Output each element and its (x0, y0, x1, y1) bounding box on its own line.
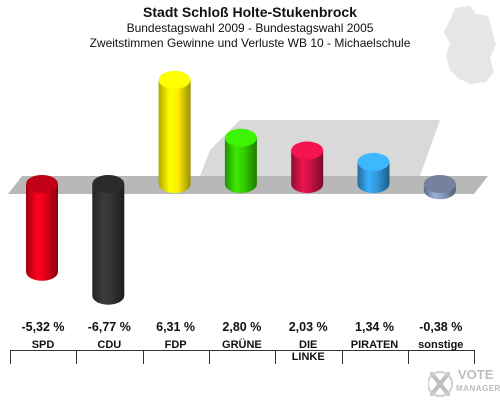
axis-tick (208, 350, 210, 364)
category-label: GRÜNE (209, 339, 275, 351)
value-label: -0,38 % (419, 320, 463, 334)
category-label: sonstige (408, 339, 474, 351)
category-label: FDP (143, 339, 209, 351)
axis-tick (10, 350, 11, 364)
axis-tick (76, 350, 78, 364)
axis-tick (474, 350, 476, 364)
value-label: -5,32 % (21, 320, 65, 334)
category-label: PIRATEN (342, 339, 408, 351)
category-label-line: GRÜNE (222, 339, 262, 351)
category-axis-line (10, 350, 474, 351)
category-label: CDU (76, 339, 142, 351)
chart-subtitle: Bundestagswahl 2009 - Bundestagswahl 200… (126, 21, 374, 35)
category-label-line: SPD (31, 339, 55, 351)
value-label: 2,03 % (288, 320, 328, 334)
chart-subtitle-2: Zweitstimmen Gewinne und Verluste WB 10 … (89, 36, 411, 50)
axis-tick (275, 350, 277, 364)
category-label-line: DIE (299, 339, 318, 351)
value-label: 6,31 % (156, 320, 196, 334)
value-label: 2,80 % (222, 320, 262, 334)
axis-tick (142, 350, 144, 364)
category-label: SPD (10, 339, 76, 351)
category-label-line: PIRATEN (350, 339, 399, 351)
category-label-line: LINKE (291, 351, 325, 363)
logo-text-manager: MANAGER (456, 384, 500, 393)
axis-tick (407, 350, 409, 364)
chart-title: Stadt Schloß Holte-Stukenbrock (143, 4, 357, 20)
bar-piraten (357, 152, 390, 193)
bar-fdp (158, 70, 191, 193)
value-label: -6,77 % (87, 320, 131, 334)
bar-die-linke (291, 141, 324, 193)
chart-header: Stadt Schloß Holte-Stukenbrock Bundestag… (0, 4, 500, 51)
logo-text-vote: VOTE (458, 367, 494, 382)
bar-sonstige (423, 175, 456, 200)
category-label: DIE LINKE (275, 339, 341, 363)
category-label-line: sonstige (418, 339, 464, 351)
bar-grüne (224, 128, 257, 193)
bar-spd (26, 175, 58, 281)
axis-tick (341, 350, 343, 364)
category-label-line: CDU (97, 339, 122, 351)
vote-manager-logo-icon (428, 371, 453, 397)
category-label-line: FDP (164, 339, 187, 351)
value-label: 1,34 % (355, 320, 394, 334)
bar-cdu (92, 175, 125, 305)
